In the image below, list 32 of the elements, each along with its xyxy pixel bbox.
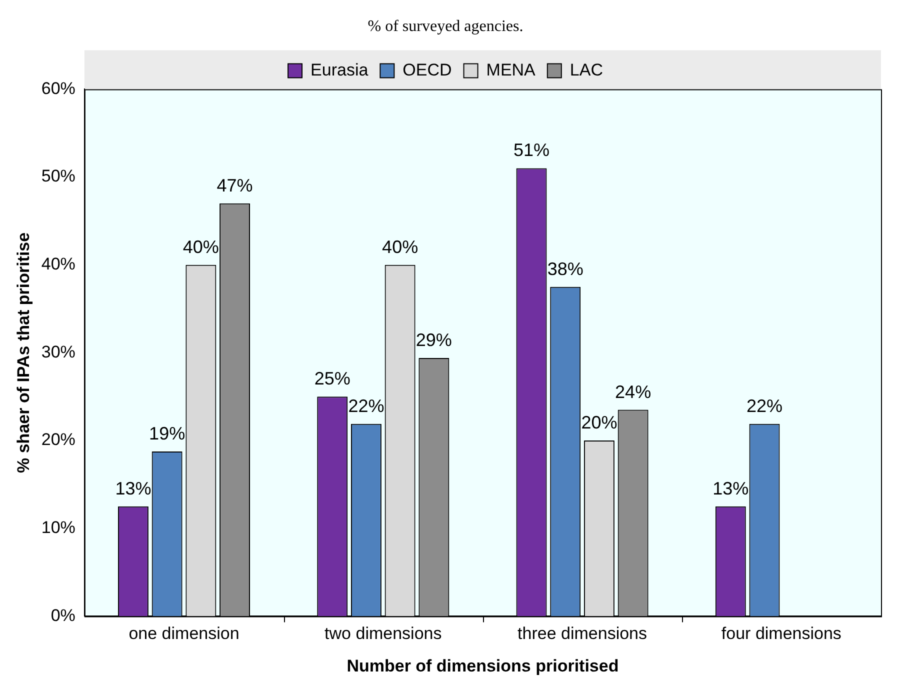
data-label: 20%: [581, 412, 618, 432]
legend-label: MENA: [486, 60, 536, 80]
y-tick-label: 0%: [50, 606, 76, 625]
x-tick-label: one dimension: [128, 624, 240, 644]
y-axis-title: % shaer of IPAs that prioritise: [14, 232, 33, 473]
y-tick-label: 40%: [41, 254, 76, 274]
y-tick-label: 30%: [41, 342, 76, 362]
data-label: 22%: [348, 396, 384, 416]
data-label: 38%: [547, 258, 584, 279]
y-tick-label: 20%: [41, 430, 76, 450]
y-tick-label: 60%: [41, 78, 76, 98]
data-label: 22%: [746, 396, 783, 416]
x-axis-title: Number of dimensions prioritised: [346, 656, 619, 676]
data-label: 40%: [382, 236, 418, 257]
data-label: 51%: [513, 140, 550, 160]
y-tick-label: 50%: [41, 166, 76, 186]
data-label: 40%: [182, 236, 219, 257]
x-tick-label: two dimensions: [324, 624, 442, 644]
data-label: 25%: [314, 368, 350, 389]
x-tick-label: three dimensions: [518, 624, 648, 644]
data-label: 47%: [216, 175, 253, 196]
data-label: 13%: [712, 478, 749, 498]
data-label: 13%: [115, 478, 152, 498]
chart-title: % of surveyed agencies.: [368, 18, 524, 35]
data-label: 29%: [416, 330, 452, 350]
y-tick-label: 10%: [41, 518, 76, 538]
legend-label: Eurasia: [310, 60, 369, 80]
x-tick-label: four dimensions: [721, 624, 842, 644]
data-label: 24%: [615, 382, 652, 402]
data-label: 19%: [149, 423, 186, 444]
legend-label: LAC: [570, 60, 603, 80]
legend-label: OECD: [402, 60, 452, 80]
